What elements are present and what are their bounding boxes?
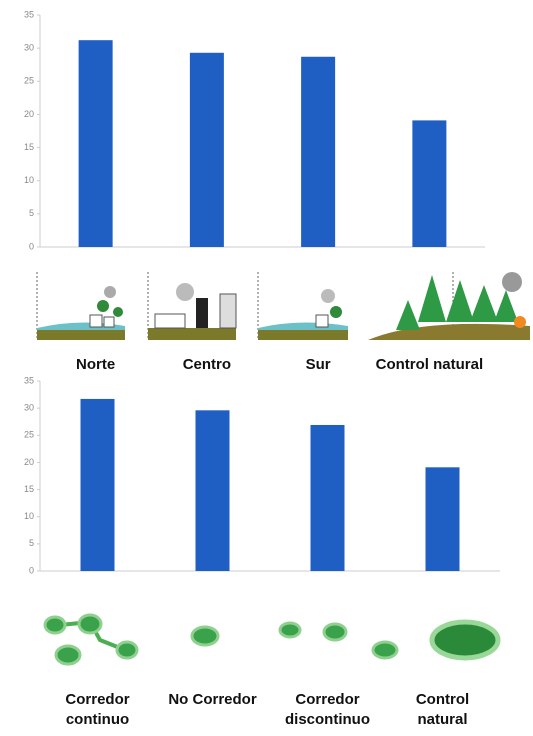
x-category-label: Centro bbox=[182, 356, 232, 373]
bar bbox=[195, 410, 230, 571]
bar bbox=[78, 40, 113, 248]
bar bbox=[425, 467, 460, 571]
y-tick-label: 15 bbox=[24, 142, 34, 152]
x-category-label: Corredor discontinuo bbox=[285, 691, 370, 728]
bar bbox=[189, 52, 224, 248]
x-category-label: Control natural bbox=[375, 356, 484, 373]
y-tick-label: 35 bbox=[24, 375, 34, 385]
y-tick-label: 30 bbox=[24, 43, 34, 53]
bar bbox=[80, 398, 115, 571]
y-tick-label: 30 bbox=[24, 403, 34, 413]
bar bbox=[301, 56, 336, 248]
landscape-illustrations bbox=[36, 272, 530, 340]
x-category-label: No Corredor bbox=[168, 691, 257, 708]
y-tick-label: 5 bbox=[29, 538, 34, 548]
y-tick-label: 25 bbox=[24, 430, 34, 440]
y-tick-label: 0 bbox=[29, 241, 34, 251]
corridor-illustrations bbox=[43, 613, 501, 666]
y-tick-label: 25 bbox=[24, 76, 34, 86]
x-category-label: Sur bbox=[305, 356, 331, 373]
y-tick-label: 15 bbox=[24, 484, 34, 494]
y-tick-label: 35 bbox=[24, 9, 34, 19]
bar bbox=[310, 424, 345, 571]
y-tick-label: 5 bbox=[29, 208, 34, 218]
y-tick-label: 10 bbox=[24, 175, 34, 185]
x-category-label: Control natural bbox=[415, 691, 470, 728]
y-tick-label: 0 bbox=[29, 565, 34, 575]
y-tick-label: 20 bbox=[24, 109, 34, 119]
x-category-label: Norte bbox=[76, 356, 116, 373]
y-tick-label: 20 bbox=[24, 457, 34, 467]
bar bbox=[412, 120, 447, 247]
y-tick-label: 10 bbox=[24, 511, 34, 521]
x-category-label: Corredor continuo bbox=[65, 691, 130, 728]
